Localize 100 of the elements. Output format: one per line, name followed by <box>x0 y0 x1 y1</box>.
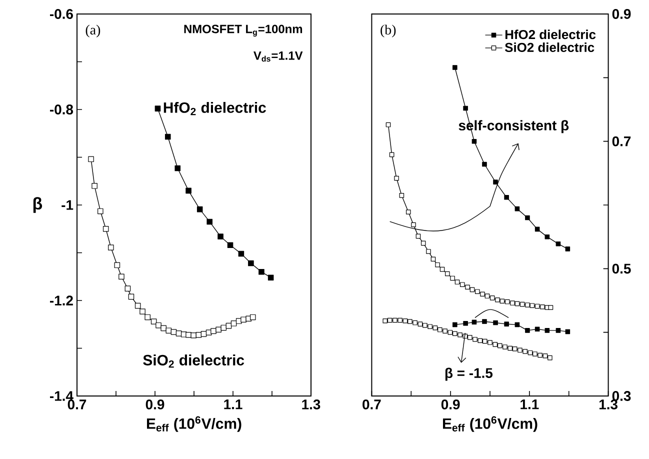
point <box>542 353 548 358</box>
point <box>196 332 202 338</box>
point <box>418 322 423 326</box>
x-axis-title: E$_{eff}$ (10$^{6}$V/cm) <box>146 416 242 432</box>
point <box>472 336 478 342</box>
point <box>534 304 540 309</box>
point <box>412 320 418 326</box>
annotation: NMOSFET L$_{g}$=100nm <box>184 24 302 37</box>
point <box>216 326 222 333</box>
point <box>440 266 445 272</box>
point <box>482 319 487 324</box>
point <box>398 318 402 323</box>
point <box>114 262 120 268</box>
point <box>512 346 518 352</box>
point <box>497 343 502 348</box>
point <box>525 302 530 308</box>
y-tick-label: -0.8 <box>50 104 74 114</box>
point <box>450 276 455 281</box>
point <box>530 303 535 308</box>
y-tick-label: 0.3 <box>612 391 631 401</box>
point <box>186 332 192 338</box>
series-label: HfO$_{2}$ dielectric <box>164 102 266 116</box>
point <box>493 320 498 326</box>
point <box>102 226 109 232</box>
point <box>382 318 388 324</box>
point <box>240 316 246 322</box>
point <box>227 242 234 248</box>
point <box>92 183 98 189</box>
point <box>500 298 505 304</box>
point <box>465 284 470 290</box>
annotation: (a) <box>86 24 100 38</box>
point <box>460 282 465 287</box>
point <box>420 240 426 246</box>
point <box>514 206 520 212</box>
point <box>544 234 550 240</box>
point <box>174 165 181 172</box>
point <box>394 176 399 181</box>
x-tick-label: 1.1 <box>224 400 242 410</box>
point <box>250 314 256 320</box>
point <box>472 138 477 144</box>
point <box>514 322 520 328</box>
point <box>548 305 554 310</box>
point <box>484 294 490 298</box>
point <box>520 302 525 307</box>
point <box>387 318 392 323</box>
point <box>502 344 508 350</box>
point <box>200 331 207 337</box>
point <box>389 152 394 158</box>
point <box>514 301 520 306</box>
point <box>482 338 488 344</box>
point <box>428 324 432 329</box>
point <box>154 106 161 112</box>
point <box>495 297 500 302</box>
y-tick-label: -1.4 <box>50 391 74 401</box>
point <box>445 271 450 276</box>
point <box>463 106 468 111</box>
point <box>454 280 460 284</box>
y-axis-title: β <box>33 197 42 213</box>
y-tick-label: -1.2 <box>50 296 73 306</box>
point <box>480 292 485 297</box>
point <box>522 349 528 354</box>
series-label: SiO$_{2}$ dielectric <box>143 354 244 368</box>
point <box>470 287 475 292</box>
point <box>196 206 203 212</box>
point <box>164 134 171 140</box>
point <box>540 304 545 310</box>
point <box>416 234 421 239</box>
point <box>144 314 150 320</box>
point <box>406 210 411 214</box>
point <box>98 208 104 214</box>
point <box>556 328 561 333</box>
point <box>534 226 540 232</box>
y-tick-label: 0.9 <box>612 9 631 19</box>
point <box>408 319 412 324</box>
point <box>492 342 498 347</box>
x-tick-label: 1.3 <box>599 400 618 410</box>
point <box>220 324 227 331</box>
x-tick-label: 1.3 <box>302 400 320 410</box>
point <box>124 286 131 292</box>
point <box>430 256 436 262</box>
point <box>472 320 477 325</box>
point <box>458 332 462 338</box>
point <box>538 352 542 358</box>
point <box>452 322 458 328</box>
point <box>88 156 94 162</box>
point <box>490 296 495 300</box>
point <box>134 302 141 309</box>
point <box>482 162 487 167</box>
point <box>210 328 216 334</box>
y-tick-label: -0.6 <box>50 9 73 19</box>
point <box>435 262 440 268</box>
point <box>452 331 458 336</box>
y-tick-label: 0.5 <box>612 264 631 274</box>
point <box>448 330 453 335</box>
point <box>467 335 472 340</box>
point <box>504 194 509 200</box>
point <box>108 244 114 250</box>
y-tick-label: 0.7 <box>612 136 631 146</box>
point <box>504 322 509 326</box>
point <box>392 318 398 323</box>
